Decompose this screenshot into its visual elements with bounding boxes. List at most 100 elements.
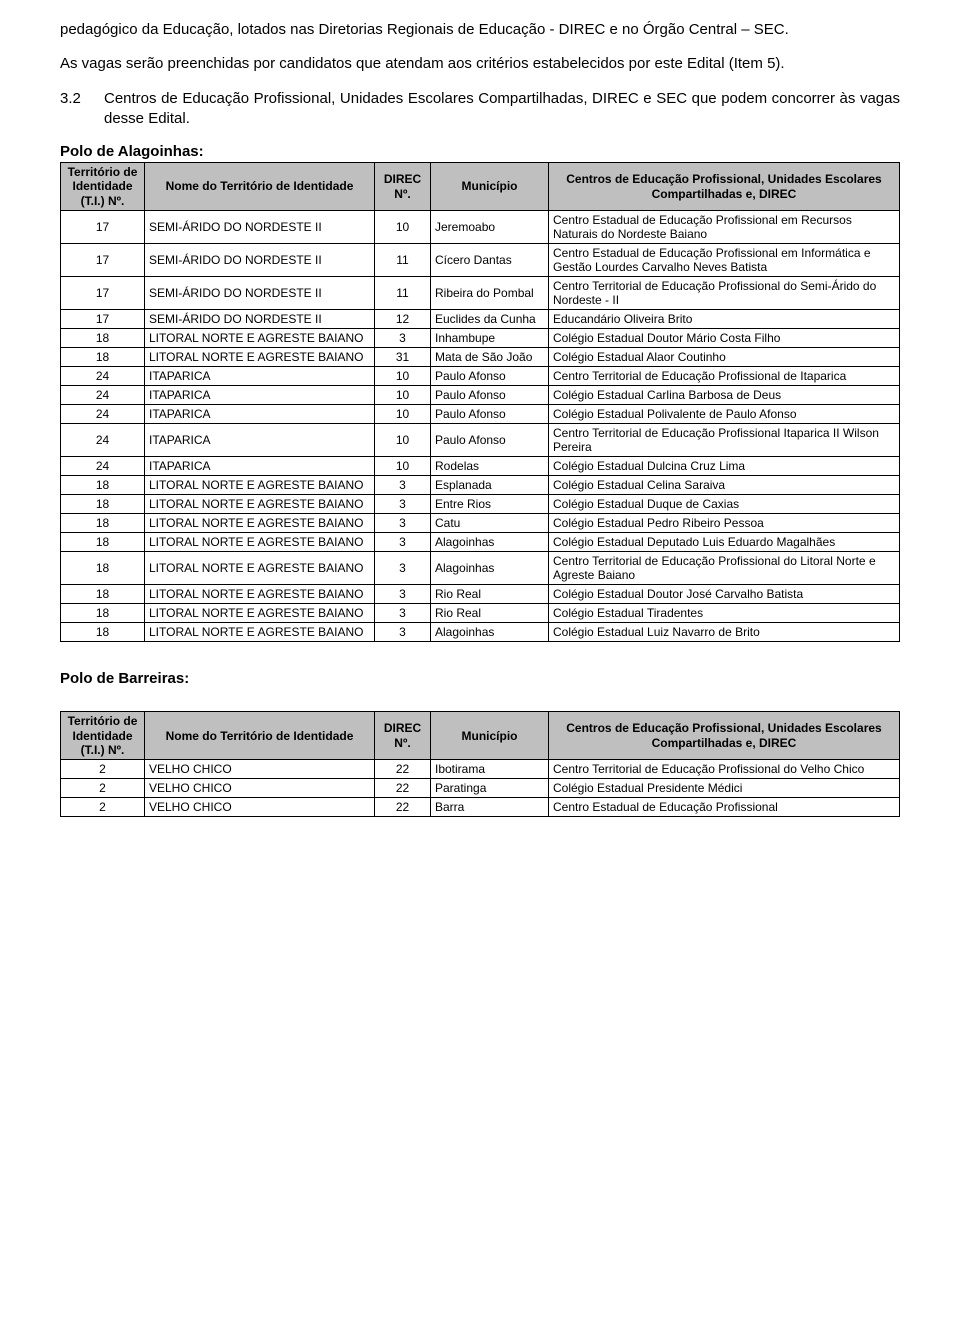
table-row: 18LITORAL NORTE E AGRESTE BAIANO3Rio Rea… [61,585,900,604]
cell-ti: 2 [61,760,145,779]
cell-mun: Entre Rios [431,495,549,514]
cell-nome: SEMI-ÁRIDO DO NORDESTE II [145,277,375,310]
cell-ti: 18 [61,585,145,604]
cell-direc: 10 [375,211,431,244]
cell-nome: ITAPARICA [145,367,375,386]
cell-centro: Centro Estadual de Educação Profissional [549,798,900,817]
table-row: 2VELHO CHICO22ParatingaColégio Estadual … [61,779,900,798]
table-row: 2VELHO CHICO22BarraCentro Estadual de Ed… [61,798,900,817]
cell-direc: 3 [375,514,431,533]
cell-nome: SEMI-ÁRIDO DO NORDESTE II [145,310,375,329]
cell-nome: LITORAL NORTE E AGRESTE BAIANO [145,329,375,348]
cell-ti: 18 [61,623,145,642]
cell-nome: LITORAL NORTE E AGRESTE BAIANO [145,552,375,585]
cell-centro: Centro Territorial de Educação Profissio… [549,424,900,457]
cell-direc: 12 [375,310,431,329]
table-row: 24ITAPARICA10RodelasColégio Estadual Dul… [61,457,900,476]
cell-direc: 10 [375,405,431,424]
cell-nome: VELHO CHICO [145,779,375,798]
cell-nome: SEMI-ÁRIDO DO NORDESTE II [145,211,375,244]
cell-direc: 3 [375,476,431,495]
cell-ti: 18 [61,552,145,585]
col-header-ti: Território de Identidade (T.I.) Nº. [61,712,145,760]
cell-direc: 3 [375,495,431,514]
cell-nome: VELHO CHICO [145,798,375,817]
cell-direc: 3 [375,623,431,642]
col-header-centros: Centros de Educação Profissional, Unidad… [549,712,900,760]
cell-mun: Mata de São João [431,348,549,367]
cell-mun: Ribeira do Pombal [431,277,549,310]
table-row: 17SEMI-ÁRIDO DO NORDESTE II12Euclides da… [61,310,900,329]
cell-centro: Colégio Estadual Tiradentes [549,604,900,623]
cell-direc: 3 [375,329,431,348]
cell-mun: Ibotirama [431,760,549,779]
cell-nome: LITORAL NORTE E AGRESTE BAIANO [145,476,375,495]
cell-ti: 17 [61,244,145,277]
table-row: 18LITORAL NORTE E AGRESTE BAIANO3Alagoin… [61,533,900,552]
cell-centro: Colégio Estadual Pedro Ribeiro Pessoa [549,514,900,533]
cell-nome: LITORAL NORTE E AGRESTE BAIANO [145,495,375,514]
cell-centro: Educandário Oliveira Brito [549,310,900,329]
cell-mun: Esplanada [431,476,549,495]
table-row: 24ITAPARICA10Paulo AfonsoCentro Territor… [61,424,900,457]
cell-ti: 24 [61,405,145,424]
cell-mun: Euclides da Cunha [431,310,549,329]
cell-ti: 24 [61,457,145,476]
table-row: 18LITORAL NORTE E AGRESTE BAIANO3Entre R… [61,495,900,514]
cell-centro: Colégio Estadual Alaor Coutinho [549,348,900,367]
table-row: 18LITORAL NORTE E AGRESTE BAIANO3CatuCol… [61,514,900,533]
cell-nome: LITORAL NORTE E AGRESTE BAIANO [145,604,375,623]
col-header-centros: Centros de Educação Profissional, Unidad… [549,163,900,211]
cell-nome: ITAPARICA [145,405,375,424]
cell-mun: Jeremoabo [431,211,549,244]
polo-alagoinhas-title: Polo de Alagoinhas: [60,143,900,160]
intro-paragraph-1: pedagógico da Educação, lotados nas Dire… [60,20,900,40]
cell-direc: 22 [375,760,431,779]
cell-centro: Colégio Estadual Polivalente de Paulo Af… [549,405,900,424]
cell-ti: 24 [61,367,145,386]
cell-direc: 11 [375,244,431,277]
cell-ti: 18 [61,329,145,348]
table-row: 18LITORAL NORTE E AGRESTE BAIANO31Mata d… [61,348,900,367]
cell-centro: Centro Territorial de Educação Profissio… [549,367,900,386]
cell-ti: 17 [61,310,145,329]
cell-direc: 3 [375,533,431,552]
cell-direc: 3 [375,552,431,585]
cell-direc: 3 [375,604,431,623]
cell-mun: Paulo Afonso [431,367,549,386]
cell-nome: LITORAL NORTE E AGRESTE BAIANO [145,533,375,552]
col-header-ti: Território de Identidade (T.I.) Nº. [61,163,145,211]
col-header-nome: Nome do Território de Identidade [145,163,375,211]
table-row: 18LITORAL NORTE E AGRESTE BAIANO3Alagoin… [61,623,900,642]
cell-centro: Centro Estadual de Educação Profissional… [549,244,900,277]
cell-ti: 18 [61,533,145,552]
cell-ti: 17 [61,277,145,310]
cell-nome: LITORAL NORTE E AGRESTE BAIANO [145,348,375,367]
cell-mun: Rodelas [431,457,549,476]
col-header-mun: Município [431,163,549,211]
cell-direc: 10 [375,457,431,476]
cell-nome: LITORAL NORTE E AGRESTE BAIANO [145,623,375,642]
cell-mun: Rio Real [431,604,549,623]
cell-nome: LITORAL NORTE E AGRESTE BAIANO [145,514,375,533]
col-header-nome: Nome do Território de Identidade [145,712,375,760]
col-header-mun: Município [431,712,549,760]
polo-barreiras-table: Território de Identidade (T.I.) Nº. Nome… [60,711,900,817]
cell-mun: Alagoinhas [431,533,549,552]
section-text: Centros de Educação Profissional, Unidad… [104,89,900,130]
cell-direc: 11 [375,277,431,310]
cell-mun: Paulo Afonso [431,424,549,457]
cell-nome: LITORAL NORTE E AGRESTE BAIANO [145,585,375,604]
polo-barreiras-title: Polo de Barreiras: [60,670,900,687]
intro-paragraph-2: As vagas serão preenchidas por candidato… [60,54,900,74]
cell-ti: 18 [61,495,145,514]
cell-ti: 18 [61,514,145,533]
table-row: 18LITORAL NORTE E AGRESTE BAIANO3Alagoin… [61,552,900,585]
table-row: 24ITAPARICA10Paulo AfonsoColégio Estadua… [61,405,900,424]
table-row: 17SEMI-ÁRIDO DO NORDESTE II10JeremoaboCe… [61,211,900,244]
table-row: 17SEMI-ÁRIDO DO NORDESTE II11Ribeira do … [61,277,900,310]
cell-mun: Alagoinhas [431,623,549,642]
cell-centro: Colégio Estadual Duque de Caxias [549,495,900,514]
cell-ti: 24 [61,424,145,457]
section-number: 3.2 [60,89,104,130]
